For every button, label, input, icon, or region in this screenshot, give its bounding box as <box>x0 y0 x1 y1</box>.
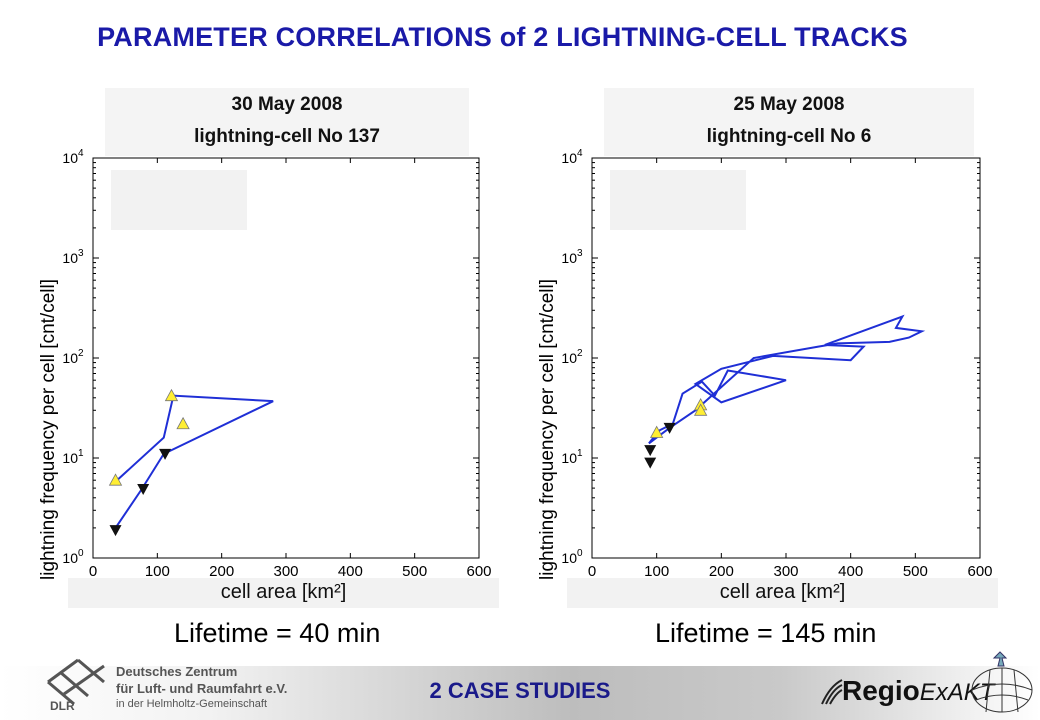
x-tick-label: 500 <box>903 563 928 580</box>
exakt-text: ExAKT <box>919 679 995 706</box>
end-marker <box>644 457 657 469</box>
x-tick-label: 200 <box>709 563 734 580</box>
y-tick-label: 101 <box>62 448 84 466</box>
footer-band <box>0 666 1040 720</box>
y-tick-label: 101 <box>561 448 583 466</box>
end-marker <box>109 525 122 537</box>
start-marker <box>649 425 664 438</box>
left-lifetime: Lifetime = 40 min <box>174 618 381 648</box>
right-x-axis-label: cell area [km²] <box>567 578 998 608</box>
dlr-line-2: für Luft- und Raumfahrt e.V. <box>116 681 288 696</box>
left-caption-box: 30 May 2008 lightning-cell No 137 <box>105 88 469 156</box>
right-y-axis-label: lightning frequency per cell [cnt/cell] <box>537 279 558 580</box>
x-tick-label: 400 <box>338 563 363 580</box>
right-chart: 0 100 200 300 400 500 600 100 101 102 103 104 <box>561 148 992 580</box>
legend-box <box>610 170 746 230</box>
track-line <box>114 394 274 531</box>
right-cell-label: lightning-cell No 6 <box>706 126 872 147</box>
track-line <box>648 314 926 445</box>
dlr-abbr: DLR <box>50 699 75 712</box>
regioexakt-logo: RegioExAKT <box>842 675 994 707</box>
start-marker <box>176 416 190 430</box>
y-tick-label: 104 <box>62 148 84 166</box>
y-tick-label: 104 <box>561 148 583 166</box>
left-cell-label: lightning-cell No 137 <box>194 126 380 147</box>
x-tick-label: 600 <box>967 563 992 580</box>
x-tick-label: 0 <box>89 563 97 580</box>
x-tick-label: 500 <box>402 563 427 580</box>
slide-title: PARAMETER CORRELATIONS of 2 LIGHTNING-CE… <box>97 22 908 52</box>
y-tick-label: 102 <box>62 348 84 366</box>
dlr-line-1: Deutsches Zentrum <box>116 664 238 679</box>
x-tick-label: 400 <box>838 563 863 580</box>
left-date: 30 May 2008 <box>231 94 343 115</box>
end-marker <box>137 483 150 495</box>
y-tick-label: 103 <box>561 248 583 266</box>
y-tick-label: 100 <box>62 548 84 566</box>
end-marker <box>159 448 172 460</box>
x-tick-label: 100 <box>644 563 669 580</box>
start-marker <box>693 403 708 416</box>
left-x-axis-label: cell area [km²] <box>68 578 499 608</box>
x-tick-label: 200 <box>209 563 234 580</box>
globe-grid-icon <box>971 651 1033 713</box>
start-marker <box>108 473 123 486</box>
right-caption-box: 25 May 2008 lightning-cell No 6 <box>604 88 974 156</box>
x-tick-label: 300 <box>273 563 298 580</box>
left-y-axis-label: lightning frequency per cell [cnt/cell] <box>38 279 59 580</box>
x-tick-label: 300 <box>773 563 798 580</box>
x-tick-label: 600 <box>466 563 491 580</box>
x-tick-label: 100 <box>145 563 170 580</box>
end-marker <box>663 422 676 434</box>
legend-box <box>111 170 247 230</box>
y-tick-label: 100 <box>561 548 583 566</box>
y-tick-label: 103 <box>62 248 84 266</box>
dlr-logo-icon: DLR <box>47 658 105 712</box>
y-tick-label: 102 <box>561 348 583 366</box>
dlr-line-3: in der Helmholtz-Gemeinschaft <box>116 698 268 710</box>
right-lifetime: Lifetime = 145 min <box>655 618 877 648</box>
left-chart: 0 100 200 300 400 500 600 100 101 102 103 104 <box>62 148 491 580</box>
regioexakt-swoosh-icon <box>821 679 843 705</box>
start-marker <box>164 388 179 402</box>
right-date: 25 May 2008 <box>733 94 845 115</box>
regio-text: Regio <box>842 675 920 706</box>
footer-title: 2 CASE STUDIES <box>429 678 611 703</box>
end-marker <box>644 445 657 457</box>
x-tick-label: 0 <box>588 563 596 580</box>
